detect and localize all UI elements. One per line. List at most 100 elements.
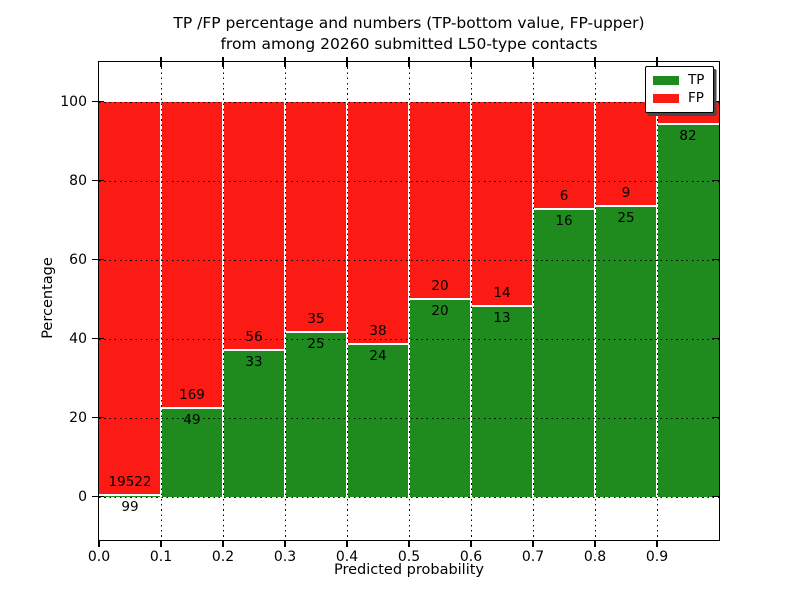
y-tick-label: 60 <box>69 251 87 268</box>
y-tick-label: 100 <box>60 93 87 110</box>
vertical-gridline <box>285 62 286 540</box>
tp-bar-segment <box>347 343 409 497</box>
x-tick-mark-top <box>284 57 286 67</box>
x-tick-mark <box>532 540 534 547</box>
chart-title-line-2: from among 20260 submitted L50-type cont… <box>220 35 598 53</box>
bar-boundary-seam <box>595 205 657 208</box>
legend-entry-tp: TP <box>653 71 706 88</box>
fp-bar-segment <box>161 101 223 408</box>
y-tick-label: 20 <box>69 409 87 426</box>
y-tick-mark-right <box>712 416 719 419</box>
tp-bar-segment <box>595 206 657 497</box>
bar-boundary-seam <box>99 493 161 496</box>
y-tick-mark-right <box>712 337 719 340</box>
fp-bar-segment <box>471 101 533 307</box>
bar-boundary-seam <box>657 123 719 126</box>
x-tick-label: 0.9 <box>645 549 669 565</box>
tp-legend-label: TP <box>688 71 705 88</box>
fp-legend-label: FP <box>688 90 704 107</box>
vertical-gridline <box>347 62 348 540</box>
x-tick-mark <box>346 540 348 547</box>
x-tick-label: 0.6 <box>459 549 483 565</box>
vertical-gridline <box>533 62 534 540</box>
x-tick-mark-top <box>470 57 472 67</box>
x-tick-mark <box>160 540 162 547</box>
fp-count-annotation: 9 <box>621 185 631 202</box>
tp-bar-segment <box>657 124 719 497</box>
y-tick-label: 80 <box>69 172 87 189</box>
y-tick-mark-right <box>712 258 719 261</box>
tp-bar-segment <box>533 209 595 497</box>
fp-count-annotation: 20 <box>431 278 449 295</box>
y-tick-mark <box>92 337 104 340</box>
bar-boundary-seam <box>223 349 285 352</box>
bar-boundary-seam <box>285 330 347 333</box>
tp-count-annotation: 24 <box>369 347 387 364</box>
tp-count-annotation: 20 <box>431 303 449 320</box>
x-axis-label: Predicted probability <box>333 562 485 578</box>
tp-bar-segment <box>285 331 347 497</box>
vertical-gridline <box>657 62 658 540</box>
tp-count-annotation: 49 <box>183 411 201 428</box>
tp-count-annotation: 99 <box>121 498 139 515</box>
x-tick-mark <box>284 540 286 547</box>
x-tick-label: 0.4 <box>335 549 359 565</box>
tp-count-annotation: 33 <box>245 354 263 371</box>
tp-bar-segment <box>161 407 223 497</box>
fp-bar-segment <box>285 101 347 332</box>
y-tick-label: 40 <box>69 330 87 347</box>
tp-count-annotation: 13 <box>493 310 511 327</box>
x-tick-label: 0.0 <box>87 549 111 565</box>
vertical-gridline <box>409 62 410 540</box>
x-tick-label: 0.5 <box>397 549 421 565</box>
legend-entry-fp: FP <box>653 91 706 106</box>
y-tick-mark-right <box>712 179 719 182</box>
x-tick-mark-top <box>532 57 534 67</box>
fp-bar-segment <box>533 101 595 210</box>
fp-count-annotation: 35 <box>307 310 325 327</box>
x-tick-label: 0.1 <box>149 549 173 565</box>
fp-bar-segment <box>595 101 657 207</box>
y-tick-mark <box>92 495 104 498</box>
fp-bar-segment <box>99 101 161 495</box>
x-tick-mark-top <box>160 57 162 67</box>
y-tick-mark <box>92 179 104 182</box>
x-tick-mark-top <box>594 57 596 67</box>
x-tick-mark <box>656 540 658 547</box>
x-tick-mark-top <box>346 57 348 67</box>
x-tick-mark <box>98 540 100 547</box>
chart-title-line-1: TP /FP percentage and numbers (TP-bottom… <box>173 14 645 32</box>
vertical-gridline <box>471 62 472 540</box>
y-tick-mark <box>92 416 104 419</box>
vertical-gridline <box>161 62 162 540</box>
fp-bar-segment <box>223 101 285 351</box>
fp-bar-segment <box>409 101 471 300</box>
y-tick-mark-right <box>712 100 719 103</box>
y-tick-mark <box>92 100 104 103</box>
tp-count-annotation: 16 <box>555 213 573 230</box>
fp-bar-segment <box>347 101 409 344</box>
x-tick-mark <box>408 540 410 547</box>
bar-boundary-seam <box>533 208 595 211</box>
tp-bar-segment <box>409 299 471 497</box>
bar-boundary-seam <box>471 305 533 308</box>
bar-boundary-seam <box>347 342 409 345</box>
y-tick-mark-right <box>712 495 719 498</box>
x-tick-label: 0.3 <box>273 549 297 565</box>
x-tick-label: 0.2 <box>211 549 235 565</box>
legend-box: TP FP <box>645 66 714 113</box>
x-tick-mark-top <box>222 57 224 67</box>
tp-bar-segment <box>471 306 533 497</box>
x-tick-mark <box>222 540 224 547</box>
fp-count-annotation: 169 <box>179 386 205 403</box>
y-tick-mark <box>92 258 104 261</box>
bar-boundary-seam <box>409 298 471 301</box>
fp-count-annotation: 19522 <box>108 473 152 490</box>
x-tick-label: 0.8 <box>583 549 607 565</box>
fp-count-annotation: 56 <box>245 329 263 346</box>
x-tick-mark <box>594 540 596 547</box>
fp-count-annotation: 6 <box>559 188 569 205</box>
fp-count-annotation: 14 <box>493 285 511 302</box>
tp-bar-segment <box>223 350 285 497</box>
x-tick-mark <box>470 540 472 547</box>
